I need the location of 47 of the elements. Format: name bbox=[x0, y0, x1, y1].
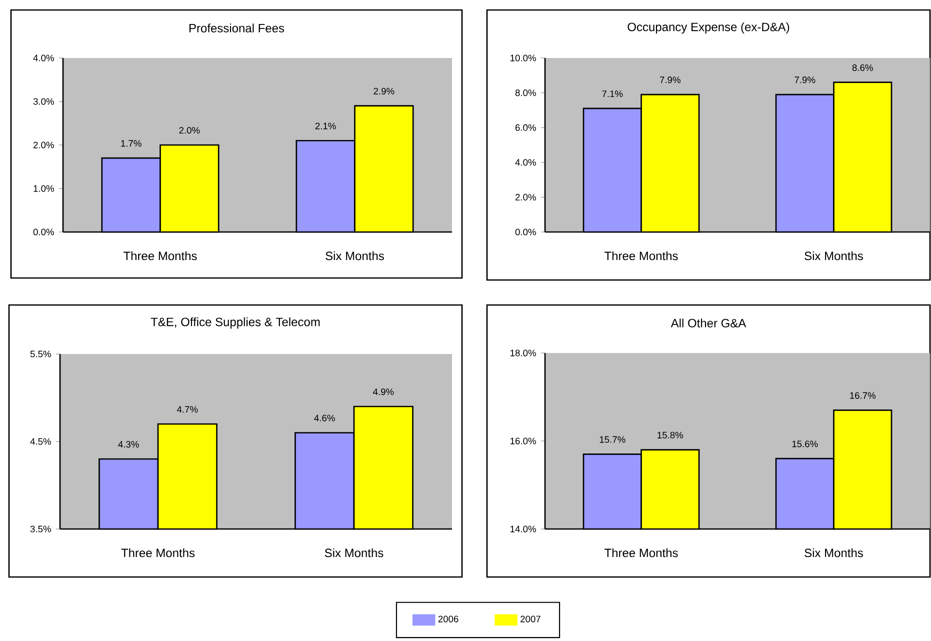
data-label: 16.7% bbox=[850, 392, 876, 399]
data-label: 15.7% bbox=[600, 436, 626, 443]
chart-title: All Other G&A bbox=[670, 318, 746, 328]
chart-title: Professional Fees bbox=[189, 24, 284, 32]
data-label: 2.9% bbox=[374, 88, 394, 94]
y-tick-label: 1.0% bbox=[34, 185, 54, 192]
x-tick-label: Three Months bbox=[604, 251, 678, 260]
x-tick-label: Six Months bbox=[326, 251, 384, 260]
y-tick-label: 14.0% bbox=[510, 526, 536, 532]
legend-label: 2006 bbox=[438, 616, 458, 622]
x-tick-label: Three Months bbox=[121, 548, 195, 558]
data-label: 4.9% bbox=[372, 388, 394, 396]
data-label: 7.9% bbox=[660, 76, 680, 84]
y-tick-label: 18.0% bbox=[510, 350, 536, 356]
y-tick-label: 3.5% bbox=[30, 526, 51, 532]
y-tick-label: 4.5% bbox=[30, 438, 51, 445]
y-tick-label: 6.0% bbox=[516, 124, 536, 131]
x-tick-label: Six Months bbox=[804, 251, 863, 260]
y-tick-label: 0.0% bbox=[33, 228, 54, 236]
data-label: 1.7% bbox=[121, 140, 142, 147]
x-tick-label: Three Months bbox=[604, 548, 678, 558]
data-label: 7.1% bbox=[602, 90, 623, 98]
chart-title: Occupancy Expense (ex-D&A) bbox=[628, 22, 790, 34]
y-tick-label: 16.0% bbox=[510, 438, 536, 444]
data-label: 2.0% bbox=[179, 127, 200, 134]
y-tick-label: 8.0% bbox=[515, 90, 536, 96]
y-tick-label: 5.5% bbox=[30, 350, 51, 358]
y-tick-label: 2.0% bbox=[33, 142, 54, 148]
data-label: 4.7% bbox=[176, 406, 198, 413]
data-label: 4.3% bbox=[118, 441, 139, 448]
data-label: 15.6% bbox=[792, 440, 818, 448]
x-tick-label: Three Months bbox=[124, 251, 197, 260]
data-label: 8.6% bbox=[852, 64, 873, 71]
y-tick-label: 10.0% bbox=[510, 54, 536, 62]
y-tick-label: 2.0% bbox=[515, 194, 536, 200]
y-tick-label: 3.0% bbox=[33, 98, 54, 105]
x-tick-label: Six Months bbox=[324, 548, 384, 558]
data-label: 7.9% bbox=[794, 76, 816, 84]
legend-label: 2007 bbox=[520, 616, 540, 622]
data-label: 4.6% bbox=[314, 414, 335, 422]
y-tick-label: 0.0% bbox=[515, 228, 536, 236]
data-label: 15.8% bbox=[658, 432, 684, 438]
chart-title: T&E, Office Supplies & Telecom bbox=[150, 317, 320, 329]
x-tick-label: Six Months bbox=[804, 548, 863, 558]
y-tick-label: 4.0% bbox=[33, 54, 54, 62]
y-tick-label: 4.0% bbox=[515, 159, 536, 166]
data-label: 2.1% bbox=[315, 122, 336, 130]
